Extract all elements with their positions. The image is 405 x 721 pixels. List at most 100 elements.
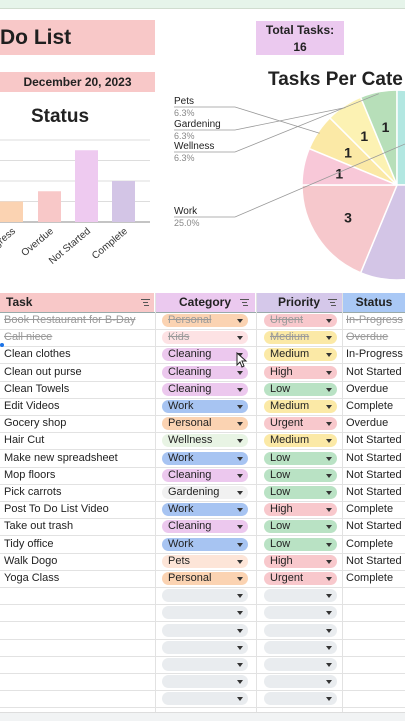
dropdown-arrow-icon[interactable] (237, 697, 243, 702)
task-cell[interactable] (4, 604, 154, 621)
priority-dropdown[interactable]: High (264, 554, 337, 568)
dropdown-arrow-icon[interactable] (326, 577, 332, 581)
priority-dropdown[interactable]: Urgent (264, 417, 337, 431)
category-dropdown[interactable] (162, 675, 248, 689)
status-cell[interactable] (346, 673, 405, 690)
task-cell[interactable] (4, 622, 154, 639)
dropdown-arrow-icon[interactable] (237, 319, 243, 323)
dropdown-arrow-icon[interactable] (237, 577, 243, 581)
empty-table-row[interactable] (0, 656, 405, 674)
status-cell[interactable] (346, 604, 405, 621)
table-row[interactable]: Hair Cut Wellness Medium Not Started (0, 432, 405, 451)
status-cell[interactable]: Not Started (346, 365, 402, 378)
table-row[interactable]: Edit Videos Work Medium Complete (0, 398, 405, 416)
priority-dropdown[interactable] (264, 623, 337, 637)
dropdown-arrow-icon[interactable] (326, 405, 332, 409)
total-tasks-value[interactable]: 16 (256, 39, 344, 55)
table-row[interactable]: Take out trash Cleaning Low Not Started (0, 518, 405, 537)
filter-icon[interactable] (328, 299, 337, 306)
status-bar[interactable] (0, 201, 23, 223)
priority-dropdown[interactable] (264, 640, 337, 654)
empty-table-row[interactable] (0, 587, 405, 606)
dropdown-arrow-icon[interactable] (326, 370, 332, 375)
table-row[interactable]: Mop floors Cleaning Low Not Started (0, 467, 405, 485)
pie-slice[interactable] (301, 184, 399, 274)
task-cell[interactable] (4, 690, 154, 707)
status-cell[interactable] (346, 639, 405, 656)
task-cell[interactable]: Mop floors (4, 468, 56, 481)
priority-dropdown[interactable]: Medium (264, 348, 337, 362)
status-cell[interactable] (346, 690, 405, 707)
empty-table-row[interactable] (0, 639, 405, 657)
dropdown-arrow-icon[interactable] (237, 491, 243, 495)
priority-dropdown[interactable]: Medium (264, 400, 337, 413)
status-cell[interactable]: Complete (346, 537, 394, 550)
task-cell[interactable]: Edit Videos (4, 400, 60, 412)
category-dropdown[interactable] (162, 692, 248, 706)
table-row[interactable]: Walk Dogo Pets High Not Started (0, 553, 405, 571)
task-cell[interactable]: Book Restaurant for B-Day (4, 314, 136, 326)
priority-dropdown[interactable]: Low (264, 382, 337, 396)
priority-dropdown[interactable]: Medium (264, 331, 337, 345)
status-bar[interactable] (75, 150, 98, 222)
priority-dropdown[interactable]: Low (264, 537, 337, 551)
dropdown-arrow-icon[interactable] (326, 456, 332, 461)
category-dropdown[interactable]: Work (162, 537, 248, 551)
dropdown-arrow-icon[interactable] (237, 645, 243, 650)
category-dropdown[interactable]: Cleaning (162, 520, 248, 534)
status-bar[interactable] (112, 181, 135, 222)
status-cell[interactable]: In-Progress (346, 314, 403, 326)
dropdown-arrow-icon[interactable] (326, 542, 332, 547)
status-cell[interactable]: Not Started (346, 520, 402, 533)
dropdown-arrow-icon[interactable] (237, 628, 243, 633)
dropdown-arrow-icon[interactable] (326, 697, 332, 702)
status-cell[interactable]: Complete (346, 572, 394, 584)
status-bar[interactable] (38, 191, 61, 222)
dropdown-arrow-icon[interactable] (237, 456, 243, 461)
selection-handle[interactable] (0, 343, 4, 347)
task-cell[interactable]: Hair Cut (4, 434, 45, 447)
dropdown-arrow-icon[interactable] (326, 663, 332, 667)
dropdown-arrow-icon[interactable] (237, 611, 243, 616)
table-row[interactable]: Clean clothes Cleaning Medium In-Progress (0, 346, 405, 365)
dropdown-arrow-icon[interactable] (237, 594, 243, 599)
category-dropdown[interactable]: Work (162, 503, 248, 517)
priority-dropdown[interactable]: Urgent (264, 572, 337, 585)
dropdown-arrow-icon[interactable] (237, 508, 243, 513)
dropdown-arrow-icon[interactable] (237, 559, 243, 564)
dropdown-arrow-icon[interactable] (326, 422, 332, 427)
task-cell[interactable]: Clean out purse (4, 365, 82, 378)
task-cell[interactable]: Gocery shop (4, 417, 67, 430)
dropdown-arrow-icon[interactable] (237, 680, 243, 685)
table-row[interactable]: Post To Do List Video Work High Complete (0, 501, 405, 520)
table-row[interactable]: Gocery shop Personal Urgent Overdue (0, 415, 405, 434)
priority-dropdown[interactable] (264, 589, 337, 603)
category-dropdown[interactable]: Work (162, 451, 248, 465)
priority-dropdown[interactable] (264, 675, 337, 689)
category-dropdown[interactable]: Pets (162, 554, 248, 568)
filter-icon[interactable] (141, 299, 150, 306)
header-category[interactable]: Category (155, 293, 255, 312)
table-row[interactable]: Tidy office Work Low Complete (0, 536, 405, 554)
dropdown-arrow-icon[interactable] (326, 559, 332, 564)
table-row[interactable]: Clean out purse Cleaning High Not Started (0, 364, 405, 382)
dropdown-arrow-icon[interactable] (326, 353, 332, 358)
tasks-per-category-pie[interactable]: 1114531 Pets6.3%Gardening6.3%Wellness6.3… (165, 90, 405, 290)
filter-icon[interactable] (240, 299, 249, 306)
status-cell[interactable] (346, 656, 405, 673)
priority-dropdown[interactable]: Medium (264, 434, 337, 448)
category-dropdown[interactable] (162, 606, 248, 620)
table-row[interactable]: Book Restaurant for B-Day Personal Urgent I… (0, 312, 405, 330)
priority-dropdown[interactable]: High (264, 365, 337, 379)
category-dropdown[interactable]: Personal (162, 314, 248, 327)
status-cell[interactable]: Complete (346, 400, 394, 412)
task-cell[interactable]: Tidy office (4, 537, 54, 550)
header-status[interactable]: Status (343, 293, 405, 312)
empty-table-row[interactable] (0, 673, 405, 692)
priority-dropdown[interactable] (264, 692, 337, 706)
category-dropdown[interactable]: Kids (162, 331, 248, 345)
status-cell[interactable]: Not Started (346, 434, 402, 447)
header-priority[interactable]: Priority (256, 293, 342, 312)
task-cell[interactable]: Make new spreadsheet (4, 451, 118, 464)
